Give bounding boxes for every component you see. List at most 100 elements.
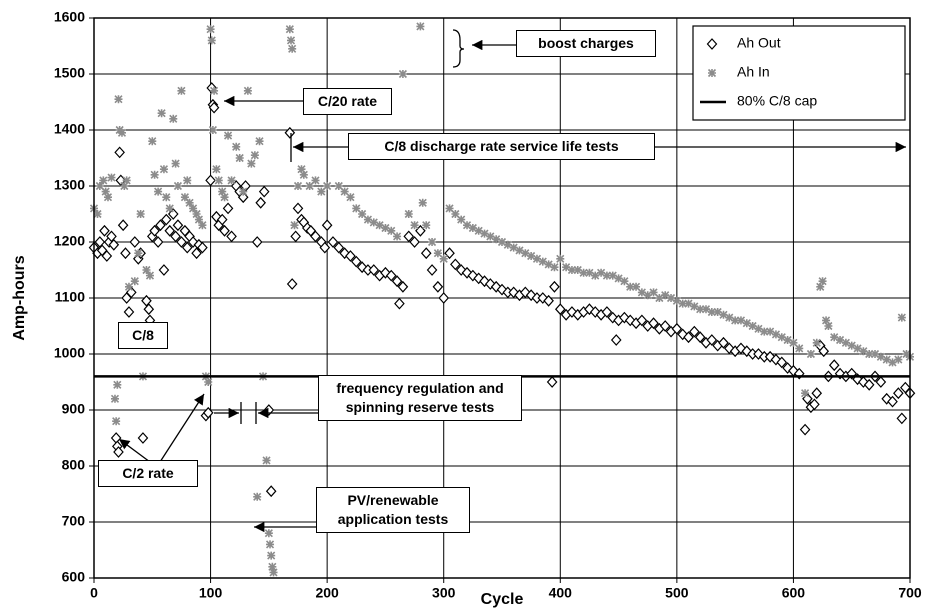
asterisk-marker [870, 349, 880, 359]
diamond-marker [137, 432, 149, 444]
diamond-marker [255, 196, 267, 209]
asterisk-marker [297, 165, 306, 174]
asterisk-marker [192, 209, 201, 219]
legend: Ah Out Ah In 80% C/8 cap [692, 25, 906, 121]
diamond-marker [828, 359, 840, 372]
diamond-marker [226, 230, 237, 243]
x-tick-label: 100 [199, 585, 223, 601]
diamond-marker [290, 230, 301, 243]
diamond-marker [170, 230, 181, 243]
legend-label: Ah In [737, 64, 770, 80]
diamond-marker [191, 247, 202, 260]
y-tick-label: 800 [62, 457, 86, 473]
asterisk-marker [114, 95, 123, 104]
diamond-marker [216, 213, 228, 226]
asterisk-marker [597, 268, 606, 277]
asterisk-marker [142, 265, 151, 275]
diamond-marker [265, 485, 277, 498]
asterisk-marker [707, 307, 716, 317]
asterisk-marker [208, 125, 217, 135]
asterisk-marker [398, 69, 407, 79]
asterisk-marker [169, 114, 178, 123]
diamond-marker [394, 297, 405, 310]
diamond-marker [549, 280, 560, 293]
diamond-marker [403, 230, 415, 243]
asterisk-marker [150, 170, 159, 179]
diamond-marker [694, 331, 706, 344]
asterisk-marker [835, 335, 845, 345]
asterisk-marker [239, 187, 248, 196]
asterisk-marker [742, 319, 751, 328]
diamond-marker [397, 280, 409, 293]
asterisk-marker [538, 257, 547, 266]
diamond-marker [251, 236, 263, 248]
asterisk-marker [497, 237, 507, 247]
diamond-marker [420, 247, 432, 260]
asterisk-marker [290, 221, 299, 230]
asterisk-marker [269, 568, 278, 577]
asterisk-marker [655, 293, 664, 303]
asterisk-marker [171, 159, 180, 168]
asterisk-marker [661, 291, 670, 300]
asterisk-marker [822, 316, 831, 325]
asterisk-marker [227, 176, 236, 185]
diamond-marker [671, 322, 683, 335]
asterisk-marker [760, 327, 769, 336]
diamond-marker [391, 275, 403, 288]
asterisk-marker [101, 187, 110, 196]
asterisk-marker [550, 263, 559, 272]
asterisk-marker [173, 181, 182, 191]
asterisk-marker [509, 243, 518, 252]
asterisk-marker [830, 333, 839, 342]
diamond-marker [143, 303, 155, 316]
asterisk-marker [631, 282, 641, 291]
asterisk-marker [157, 109, 166, 118]
diamond-marker [450, 258, 461, 271]
asterisk-marker [262, 456, 271, 465]
diamond-marker [706, 334, 718, 346]
asterisk-marker [120, 181, 129, 191]
asterisk-marker [253, 492, 262, 501]
x-tick-label: 0 [90, 585, 98, 601]
asterisk-marker [206, 25, 215, 34]
asterisk-marker [268, 562, 277, 571]
asterisk-marker [185, 198, 194, 207]
diamond-marker [636, 314, 648, 327]
asterisk-marker [439, 254, 448, 263]
annotation-arrows [118, 29, 906, 533]
y-tick-label: 1000 [54, 345, 85, 361]
asterisk-marker [416, 22, 425, 31]
asterisk-marker [293, 181, 303, 191]
asterisk-marker [323, 181, 332, 191]
asterisk-marker [847, 341, 856, 350]
diamond-marker [117, 219, 129, 232]
annotation: PV/renewable application tests [316, 487, 470, 533]
asterisk-marker [666, 293, 676, 303]
arrow [118, 438, 151, 463]
diamond-marker [149, 224, 160, 237]
diamond-marker [863, 378, 875, 391]
diamond-marker [123, 306, 135, 318]
bracket [452, 29, 465, 68]
x-tick-label: 700 [898, 585, 922, 601]
asterisk-marker [255, 137, 264, 146]
asterisk-marker [527, 251, 536, 261]
asterisk-marker [620, 277, 629, 286]
diamond-marker [893, 387, 904, 400]
asterisk-marker [113, 380, 122, 389]
asterisk-marker [672, 296, 681, 305]
legend-box [692, 25, 906, 121]
diamond-marker [811, 387, 823, 400]
asterisk-marker [503, 240, 512, 249]
asterisk-marker [232, 142, 241, 151]
diamond-marker [310, 230, 321, 243]
asterisk-marker [783, 335, 792, 345]
diamond-marker [141, 294, 152, 307]
diamond-marker [554, 303, 566, 316]
asterisk-marker [486, 232, 495, 241]
diamond-marker [113, 446, 124, 458]
asterisk-marker [346, 193, 355, 202]
diamond-marker [284, 126, 296, 139]
asterisk-marker [719, 310, 728, 319]
asterisk-marker [725, 313, 734, 322]
